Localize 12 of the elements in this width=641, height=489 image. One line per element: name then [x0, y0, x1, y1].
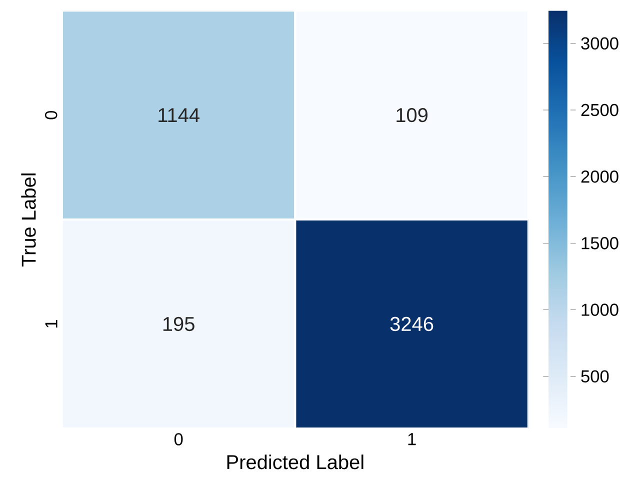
- color-bar-label: 1500: [582, 237, 618, 250]
- y-axis-title: True Label: [21, 173, 36, 266]
- data-label: 1144: [158, 108, 200, 122]
- data-label: 195: [163, 316, 194, 332]
- color-bar-label: 3000: [581, 37, 618, 50]
- color-bar-label: 1000: [582, 304, 618, 316]
- x-axis-title: Predicted Label: [227, 454, 364, 470]
- color-bar-label: 500: [581, 370, 609, 382]
- data-label: 3246: [390, 316, 434, 332]
- color-bar-label: 2000: [581, 170, 618, 183]
- data-label: 109: [396, 108, 428, 122]
- color-bar-label: 2500: [581, 104, 618, 116]
